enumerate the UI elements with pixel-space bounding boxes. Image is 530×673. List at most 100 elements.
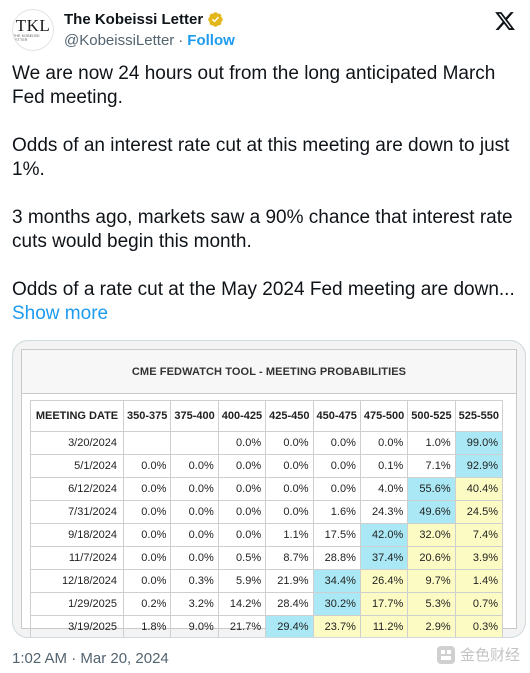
avatar-subtext: THE KOBEISSI LETTER xyxy=(13,34,40,42)
probability-cell: 0.0% xyxy=(217,523,267,547)
column-header: 500-525 xyxy=(407,400,456,432)
meeting-date-cell: 7/31/2024 xyxy=(30,500,124,524)
display-name[interactable]: The Kobeissi Letter xyxy=(64,10,204,28)
tweet-timestamp[interactable]: 1:02 AM · Mar 20, 2024 xyxy=(12,650,169,667)
probability-cell: 1.4% xyxy=(454,569,504,593)
probability-cell: 14.2% xyxy=(217,592,267,616)
probability-cell xyxy=(170,431,219,455)
meeting-date-cell: 11/7/2024 xyxy=(30,546,124,570)
probability-cell: 0.0% xyxy=(265,477,314,501)
column-header: 425-450 xyxy=(265,400,314,432)
meeting-date-cell: 3/20/2024 xyxy=(30,431,124,455)
column-header: 400-425 xyxy=(217,400,267,432)
table-row: 1/29/2025 0.2% 3.2% 14.2% 28.4% 30.2% 17.7% 5.3… xyxy=(30,592,504,616)
probability-cell: 1.8% xyxy=(122,615,172,637)
table-row: 9/18/2024 0.0% 0.0% 0.0% 1.1% 17.5% 42.0% 32.0%… xyxy=(30,523,504,547)
probability-cell: 7.4% xyxy=(454,523,504,547)
avatar-text: TKL xyxy=(15,16,51,35)
handle[interactable]: @KobeissiLetter xyxy=(64,31,175,49)
probability-cell: 1.1% xyxy=(265,523,314,547)
probability-cell: 0.5% xyxy=(217,546,267,570)
jinse-logo-icon xyxy=(436,645,455,664)
probability-cell: 21.7% xyxy=(217,615,267,637)
tweet-paragraph-last: Odds of a rate cut at the May 2024 Fed m… xyxy=(12,278,518,326)
probability-cell: 24.5% xyxy=(454,500,504,524)
tweet-paragraph-truncated: Odds of a rate cut at the May 2024 Fed m… xyxy=(12,279,515,300)
table-row: 5/1/2024 0.0% 0.0% 0.0% 0.0% 0.0% 0.1% 7.1% 92.9… xyxy=(30,454,504,478)
probability-cell: 17.7% xyxy=(359,592,409,616)
tweet-paragraph: Odds of an interest rate cut at this mee… xyxy=(12,135,510,180)
column-header: 375-400 xyxy=(170,400,219,432)
probability-cell: 34.4% xyxy=(312,569,361,593)
probability-cell: 0.0% xyxy=(122,477,172,501)
probability-cell: 7.1% xyxy=(407,454,456,478)
table-row: 3/19/2025 1.8% 9.0% 21.7% 29.4% 23.7% 11.2% 2.9… xyxy=(30,615,504,637)
probability-cell: 42.0% xyxy=(359,523,409,547)
probability-cell: 0.0% xyxy=(312,454,361,478)
probability-cell: 0.3% xyxy=(170,569,219,593)
table-body: 3/20/2024 0.0% 0.0% 0.0% 0.0% 1.0% 99.0% 5/1/20… xyxy=(30,431,504,637)
watermark: 金色财经 xyxy=(436,644,520,665)
probability-cell: 0.0% xyxy=(122,454,172,478)
follow-button[interactable]: Follow xyxy=(187,31,235,49)
probability-cell: 0.0% xyxy=(265,454,314,478)
probability-cell: 0.0% xyxy=(122,569,172,593)
meeting-date-cell: 12/18/2024 xyxy=(30,569,124,593)
show-more-link[interactable]: Show more xyxy=(12,303,109,324)
probability-cell: 55.6% xyxy=(407,477,456,501)
avatar[interactable]: TKL THE KOBEISSI LETTER xyxy=(12,9,54,51)
probability-cell: 0.0% xyxy=(170,546,219,570)
probability-cell: 0.0% xyxy=(122,500,172,524)
probability-cell: 0.2% xyxy=(122,592,172,616)
probability-cell: 28.4% xyxy=(265,592,314,616)
tweet-text: We are now 24 hours out from the long an… xyxy=(12,62,518,326)
table-row: 11/7/2024 0.0% 0.0% 0.5% 8.7% 28.8% 37.4% 20.6%… xyxy=(30,546,504,570)
probability-cell: 17.5% xyxy=(312,523,361,547)
watermark-text: 金色财经 xyxy=(459,647,520,664)
probability-cell: 0.0% xyxy=(170,477,219,501)
probability-cell: 2.9% xyxy=(407,615,456,637)
table-row: 12/18/2024 0.0% 0.3% 5.9% 21.9% 34.4% 26.4% 9.7… xyxy=(30,569,504,593)
meeting-date-cell: 3/19/2025 xyxy=(30,615,124,637)
probability-cell: 32.0% xyxy=(407,523,456,547)
probability-cell: 3.9% xyxy=(454,546,504,570)
probability-cell: 40.4% xyxy=(454,477,504,501)
probability-cell: 1.6% xyxy=(312,500,361,524)
probability-cell: 9.0% xyxy=(170,615,219,637)
probability-cell: 0.0% xyxy=(217,477,267,501)
probability-cell: 99.0% xyxy=(454,431,504,455)
meeting-date-cell: 6/12/2024 xyxy=(30,477,124,501)
handle-row: @KobeissiLetter · Follow xyxy=(64,30,235,50)
table-row: 6/12/2024 0.0% 0.0% 0.0% 0.0% 0.0% 4.0% 55.6% 40… xyxy=(30,477,504,501)
probability-cell: 0.0% xyxy=(265,431,314,455)
probability-cell: 28.8% xyxy=(312,546,361,570)
probability-cell: 0.0% xyxy=(312,477,361,501)
table-row: 7/31/2024 0.0% 0.0% 0.0% 0.0% 1.6% 24.3% 49.6% 2… xyxy=(30,500,504,524)
separator: · xyxy=(178,31,184,49)
probability-cell: 0.1% xyxy=(359,454,409,478)
column-header: 450-475 xyxy=(312,400,361,432)
probability-cell: 21.9% xyxy=(265,569,314,593)
probability-cell: 4.0% xyxy=(359,477,409,501)
tweet-paragraph: We are now 24 hours out from the long an… xyxy=(12,63,496,108)
probability-cell: 0.0% xyxy=(170,523,219,547)
probability-cell: 30.2% xyxy=(312,592,361,616)
column-header: MEETING DATE xyxy=(30,400,124,432)
probability-cell: 37.4% xyxy=(359,546,409,570)
x-logo-icon[interactable] xyxy=(494,10,516,32)
probability-cell: 5.9% xyxy=(217,569,267,593)
tweet-media[interactable]: CME FEDWATCH TOOL - MEETING PROBABILITIE… xyxy=(12,340,526,638)
probability-cell: 0.0% xyxy=(122,546,172,570)
probability-cell: 49.6% xyxy=(407,500,456,524)
tweet-header: TKL THE KOBEISSI LETTER The Kobeissi Let… xyxy=(12,6,518,52)
probability-cell: 0.0% xyxy=(312,431,361,455)
probability-cell: 0.0% xyxy=(359,431,409,455)
probability-cell: 92.9% xyxy=(454,454,504,478)
probability-cell: 0.0% xyxy=(217,431,267,455)
probability-cell: 0.0% xyxy=(265,500,314,524)
verified-badge-icon xyxy=(208,11,223,27)
probability-cell: 0.0% xyxy=(170,500,219,524)
probability-cell: 8.7% xyxy=(265,546,314,570)
probability-cell: 5.3% xyxy=(407,592,456,616)
probability-cell: 23.7% xyxy=(312,615,361,637)
